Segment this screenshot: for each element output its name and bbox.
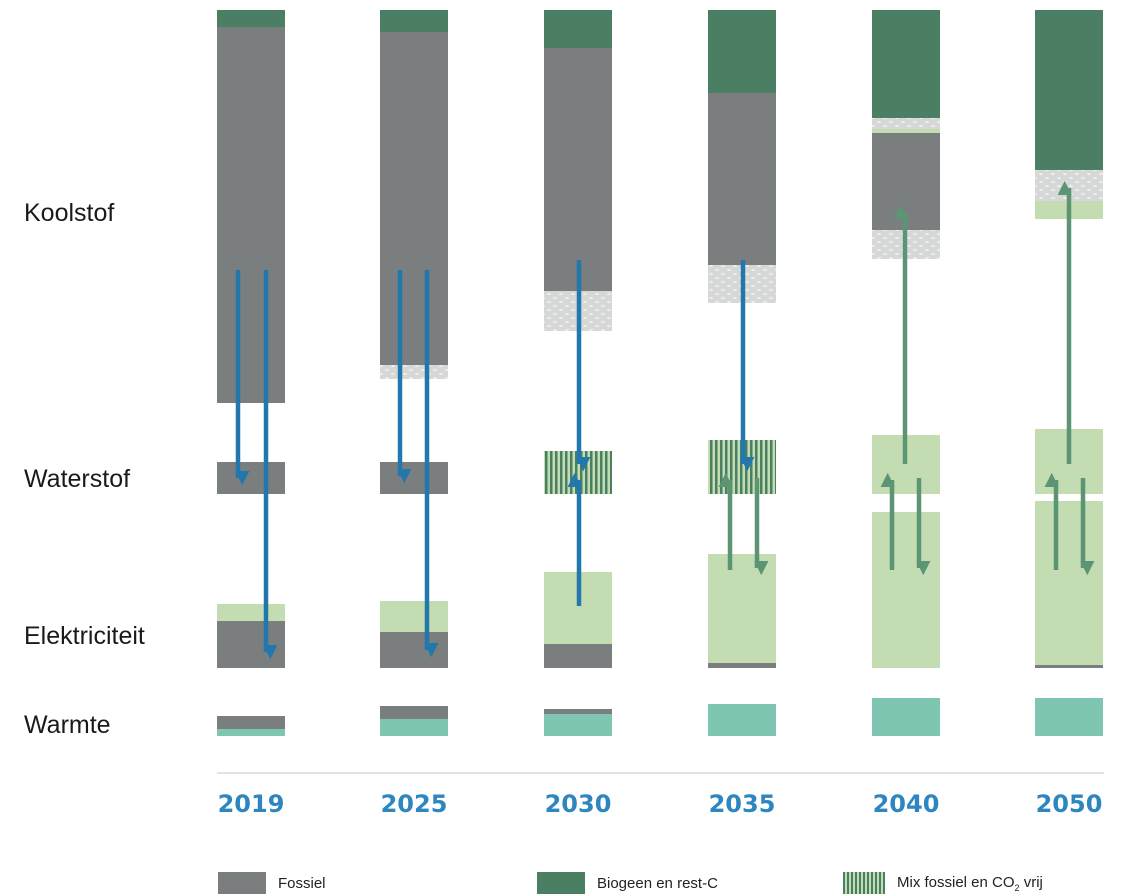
- bar-segment-koolstof-2019-biogeen-0: [217, 10, 285, 27]
- bar-segment-koolstof-2035-biogeen-0: [708, 10, 776, 93]
- bar-segment-elektriciteit-2019-fossiel-1: [217, 621, 285, 668]
- legend-swatch-fossiel: [218, 872, 266, 894]
- bar-segment-warmte-2030-warmte-1: [544, 714, 612, 736]
- legend-mix-suffix: vrij: [1019, 873, 1043, 891]
- legend-swatch-biogeen: [537, 872, 585, 894]
- bar-segment-elektriciteit-2050-co2vrij-0: [1035, 501, 1103, 665]
- bar-segment-elektriciteit-2019-co2vrij-0: [217, 604, 285, 621]
- bar-segment-koolstof-2035-fossiel-1: [708, 93, 776, 265]
- bar-segment-warmte-2040-warmte-0: [872, 698, 940, 736]
- legend-item-fossiel: Fossiel: [218, 872, 326, 894]
- bar-segment-warmte-2019-fossiel-0: [217, 716, 285, 729]
- bar-segment-koolstof-2030-biogeen-0: [544, 10, 612, 48]
- bar-segment-koolstof-2025-fossiel-1: [380, 32, 448, 365]
- legend-swatch-mix: [843, 872, 885, 894]
- year-label-2035: 2035: [709, 790, 776, 818]
- row-label-koolstof: Koolstof: [24, 199, 115, 227]
- bar-segment-elektriciteit-2025-co2vrij-0: [380, 601, 448, 632]
- bar-segment-koolstof-2019-fossiel-1: [217, 27, 285, 403]
- bar-segment-elektriciteit-2040-co2vrij-0: [872, 512, 940, 668]
- bar-segment-waterstof-2025-fossiel-0: [380, 462, 448, 494]
- bar-segment-warmte-2050-warmte-0: [1035, 698, 1103, 736]
- bar-segment-koolstof-2040-co2vrij-2: [872, 129, 940, 133]
- legend-label-biogeen: Biogeen en rest-C: [597, 874, 718, 892]
- year-label-2025: 2025: [381, 790, 448, 818]
- bar-segment-elektriciteit-2025-fossiel-1: [380, 632, 448, 668]
- bar-segment-elektriciteit-2030-fossiel-1: [544, 644, 612, 668]
- row-label-waterstof: Waterstof: [24, 465, 131, 493]
- bar-segment-warmte-2025-fossiel-0: [380, 706, 448, 719]
- bar-segment-warmte-2019-warmte-1: [217, 729, 285, 736]
- bar-segment-warmte-2030-fossiel-0: [544, 709, 612, 714]
- bar-segment-koolstof-2030-fossiel-1: [544, 48, 612, 291]
- legend-item-mix: Mix fossiel en CO2 vrij: [843, 872, 1043, 894]
- legend-label-fossiel: Fossiel: [278, 874, 326, 892]
- bar-segment-koolstof-2050-biogeen-0: [1035, 10, 1103, 170]
- row-label-elektriciteit: Elektriciteit: [24, 622, 145, 650]
- bar-segment-elektriciteit-2035-fossiel-1: [708, 663, 776, 668]
- bar-segment-koolstof-2040-biogeen-0: [872, 10, 940, 118]
- year-label-2040: 2040: [873, 790, 940, 818]
- legend-mix-text: Mix fossiel en CO: [897, 873, 1015, 891]
- legend-label-mix: Mix fossiel en CO2 vrij: [897, 874, 1043, 893]
- year-label-2050: 2050: [1036, 790, 1103, 818]
- bar-segment-koolstof-2025-biogeen-0: [380, 10, 448, 32]
- bar-segment-koolstof-2025-captured-2: [380, 365, 448, 379]
- bar-segment-elektriciteit-2035-co2vrij-0: [708, 554, 776, 663]
- legend-item-biogeen: Biogeen en rest-C: [537, 872, 718, 894]
- bar-segment-koolstof-2040-captured-1: [872, 118, 940, 129]
- year-label-2019: 2019: [218, 790, 285, 818]
- year-label-2030: 2030: [545, 790, 612, 818]
- year-axis: 2019 2025 2030 2035 2040 2050: [218, 790, 1103, 818]
- row-label-warmte: Warmte: [24, 711, 111, 739]
- bar-segment-elektriciteit-2050-fossiel-1: [1035, 665, 1103, 668]
- bar-segment-waterstof-2019-fossiel-0: [217, 462, 285, 494]
- bar-segment-warmte-2025-warmte-1: [380, 719, 448, 736]
- legend-mix-subscript: 2: [1014, 882, 1020, 893]
- stacked-bars: [217, 10, 1103, 736]
- flow-arrows: [235, 180, 1095, 660]
- bar-segment-warmte-2035-warmte-0: [708, 704, 776, 736]
